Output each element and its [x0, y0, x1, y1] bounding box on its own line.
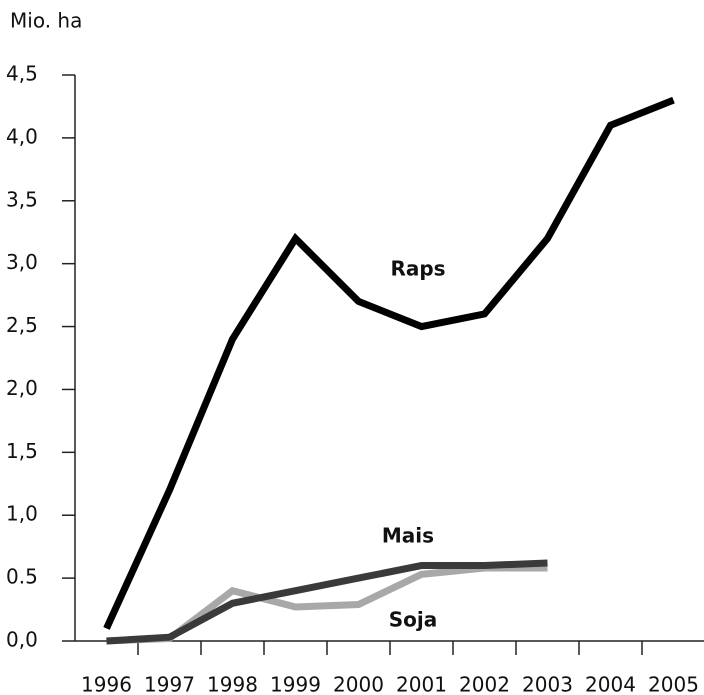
x-tick-label: 1999	[270, 673, 321, 695]
x-tick-label: 2005	[648, 673, 699, 695]
x-tick-label: 1997	[144, 673, 195, 695]
y-tick-label: 0.5	[6, 565, 38, 589]
x-tick-label: 2002	[459, 673, 510, 695]
series-line	[103, 96, 675, 630]
x-tick-label: 2001	[396, 673, 447, 695]
series-label: Soja	[389, 608, 438, 632]
x-tick-label: 2004	[585, 673, 636, 695]
y-tick-label: 0,0	[6, 628, 38, 652]
series-line	[106, 559, 548, 645]
y-tick-label: 2,5	[6, 313, 38, 337]
y-tick-label: 4,0	[6, 124, 38, 148]
y-axis-label: Mio. ha	[10, 9, 82, 33]
series-label: Raps	[390, 257, 445, 281]
series-line	[106, 564, 548, 645]
y-tick-label: 3,0	[6, 250, 38, 274]
y-tick-label: 1,0	[6, 502, 38, 526]
x-tick-label: 1996	[81, 673, 132, 695]
y-tick-label: 2,0	[6, 376, 38, 400]
x-tick-label: 2003	[522, 673, 573, 695]
x-tick-label: 1998	[207, 673, 258, 695]
y-tick-label: 3,5	[6, 187, 38, 211]
series-label: Mais	[382, 524, 434, 548]
y-tick-label: 4,5	[6, 62, 38, 86]
x-tick-label: 2000	[333, 673, 384, 695]
y-tick-label: 1,5	[6, 439, 38, 463]
